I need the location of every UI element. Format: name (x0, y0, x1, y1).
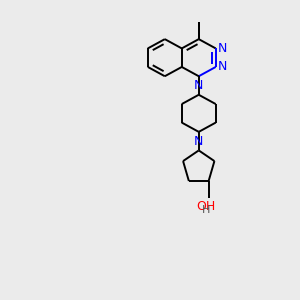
Text: N: N (218, 61, 227, 74)
Text: N: N (218, 42, 227, 55)
Text: N: N (194, 135, 203, 148)
Text: OH: OH (196, 200, 215, 213)
Text: N: N (194, 80, 203, 92)
Text: H: H (202, 206, 210, 215)
